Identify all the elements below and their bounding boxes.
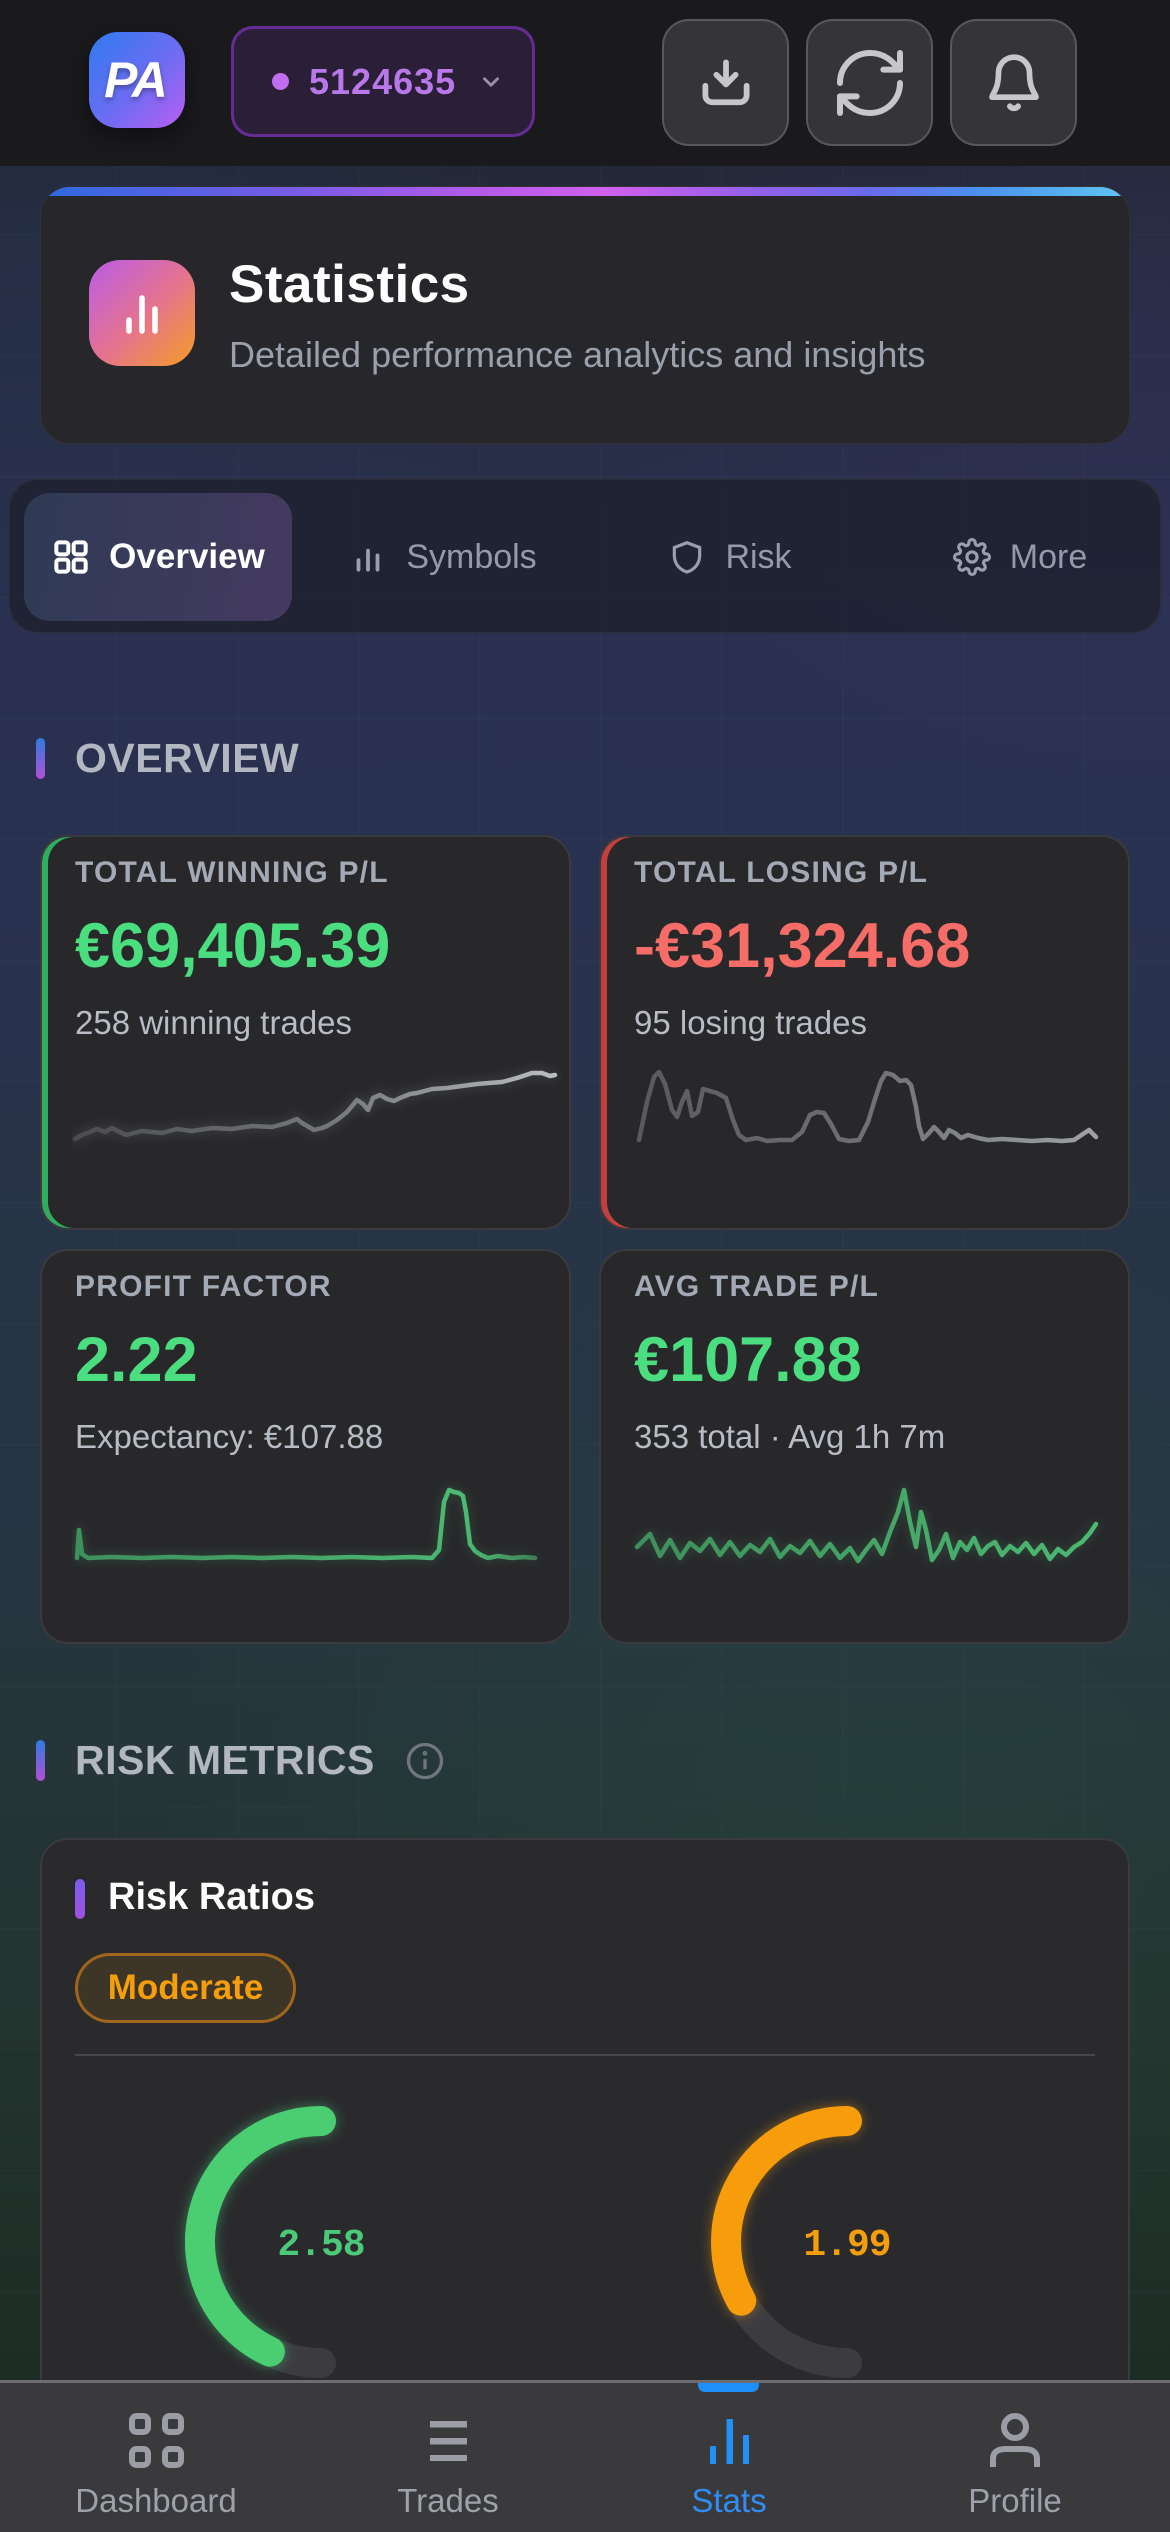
- svg-text:1.99: 1.99: [803, 2224, 890, 2267]
- svg-text:2.58: 2.58: [277, 2224, 364, 2267]
